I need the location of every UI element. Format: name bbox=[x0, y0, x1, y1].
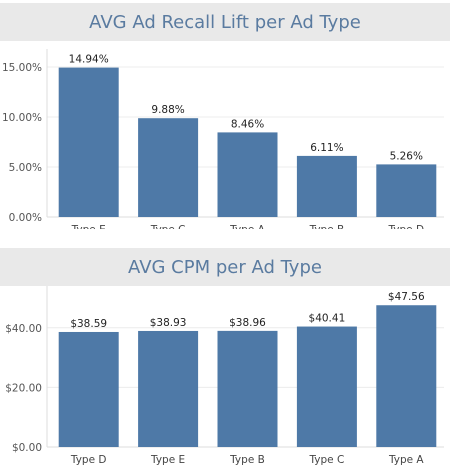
x-category-label: Type E bbox=[150, 454, 185, 466]
bar-type-b[interactable] bbox=[296, 155, 357, 217]
ad-recall-lift-chart: 0.00% 5.00% 10.00% 15.00% 14.94% Type E 9.88% T… bbox=[2, 49, 444, 229]
x-category-label: Type A bbox=[229, 224, 265, 229]
data-label: $40.41 bbox=[309, 313, 346, 325]
y-tick-label: $40.00 bbox=[5, 323, 42, 335]
data-label: 8.46% bbox=[231, 118, 264, 130]
y-tick-label: 0.00% bbox=[9, 212, 42, 224]
chart-2-title: AVG CPM per Ad Type bbox=[0, 248, 450, 286]
data-label: $38.59 bbox=[70, 318, 107, 330]
x-category-label: Type D bbox=[70, 454, 107, 466]
data-label: $47.56 bbox=[388, 291, 425, 303]
x-category-label: Type B bbox=[309, 224, 345, 229]
y-tick-label: 5.00% bbox=[9, 162, 42, 174]
bar-type-d[interactable] bbox=[58, 331, 119, 447]
x-category-label: Type C bbox=[309, 454, 345, 466]
bar-type-c[interactable] bbox=[296, 326, 357, 447]
x-category-label: Type E bbox=[71, 224, 106, 229]
y-tick-label: 10.00% bbox=[2, 112, 42, 124]
data-label: $38.96 bbox=[229, 317, 266, 329]
x-category-label: Type C bbox=[150, 224, 186, 229]
data-label: 14.94% bbox=[69, 54, 109, 66]
chart-1-title: AVG Ad Recall Lift per Ad Type bbox=[0, 3, 450, 41]
y-tick-label: $0.00 bbox=[12, 442, 42, 454]
bar-type-b[interactable] bbox=[217, 330, 278, 447]
x-category-label: Type B bbox=[229, 454, 265, 466]
y-tick-label: 15.00% bbox=[2, 62, 42, 74]
bar-type-c[interactable] bbox=[138, 118, 199, 217]
bar-type-e[interactable] bbox=[138, 330, 199, 447]
data-label: 9.88% bbox=[151, 104, 184, 116]
data-label: $38.93 bbox=[150, 317, 187, 329]
x-category-label: Type A bbox=[388, 454, 424, 466]
x-category-label: Type D bbox=[388, 224, 425, 229]
bar-type-a[interactable] bbox=[217, 132, 278, 217]
cpm-chart: $0.00 $20.00 $40.00 $38.59 Type D $38.93 Type … bbox=[5, 286, 444, 466]
bar-type-d[interactable] bbox=[376, 164, 437, 217]
bar-type-a[interactable] bbox=[376, 305, 437, 447]
data-label: 6.11% bbox=[310, 142, 343, 154]
bar-type-e[interactable] bbox=[58, 67, 119, 217]
data-label: 5.26% bbox=[390, 150, 423, 162]
y-tick-label: $20.00 bbox=[5, 382, 42, 394]
